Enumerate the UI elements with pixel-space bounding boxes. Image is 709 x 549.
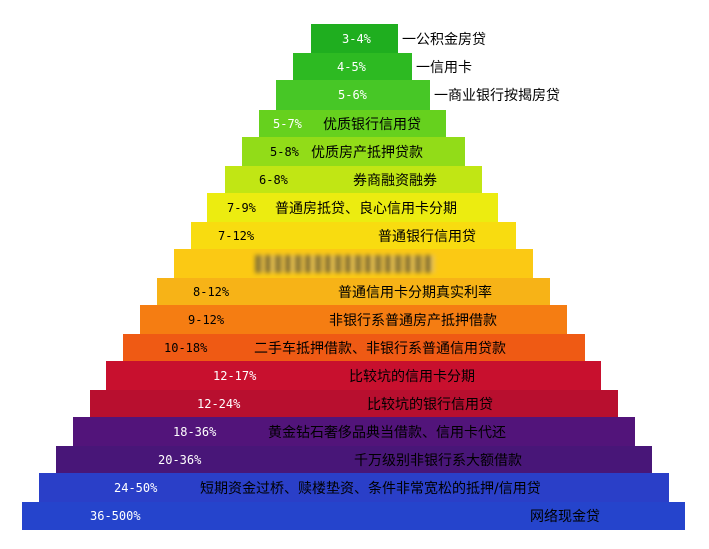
tier-rate: 5-8% [270, 145, 299, 159]
pyramid-tier: 18-36% 黄金钻石奢侈品典当借款、信用卡代还 [73, 417, 635, 447]
tier-rate: 4-5% [337, 60, 366, 74]
tier-rate: 8-12% [193, 285, 230, 299]
pyramid-tier: 20-36% 千万级别非银行系大额借款 [56, 446, 652, 474]
tier-label: 黄金钻石奢侈品典当借款、信用卡代还 [268, 425, 506, 441]
tier-rate: 36-500% [90, 509, 141, 523]
pyramid-tier: 4-5% [293, 53, 412, 81]
pyramid-tier: 10-18% 二手车抵押借款、非银行系普通信用贷款 [123, 334, 585, 362]
tier-label: 网络现金贷 [530, 509, 600, 525]
tier-label: 短期资金过桥、赎楼垫资、条件非常宽松的抵押/信用贷 [200, 481, 541, 497]
pyramid-tier: 3-4% [311, 24, 398, 54]
pyramid-tier: 5-7% 优质银行信用贷 [259, 110, 446, 138]
pyramid-tier: 7-9% 普通房抵贷、良心信用卡分期 [207, 193, 498, 223]
tier-rate: 20-36% [158, 453, 202, 467]
pyramid-tier: 6-8% 券商融资融券 [225, 166, 482, 194]
tier-label: 一信用卡 [416, 60, 472, 76]
pyramid-tier: 9-12% 非银行系普通房产抵押借款 [140, 305, 567, 335]
tier-rate: 10-18% [164, 341, 208, 355]
pyramid-tier: 7-12% 普通银行信用贷 [191, 222, 516, 250]
tier-rate: 7-9% [227, 201, 256, 215]
tier-rate: 5-6% [338, 88, 367, 102]
tier-rate: 12-24% [197, 397, 241, 411]
tier-rate: 18-36% [173, 425, 217, 439]
tier-label: 普通信用卡分期真实利率 [338, 285, 492, 301]
tier-label: 一公积金房贷 [402, 32, 486, 48]
pyramid-tier: 12-24% 比较坑的银行信用贷 [90, 390, 618, 418]
tier-rate: 7-12% [218, 229, 255, 243]
tier-label: 券商融资融券 [353, 173, 437, 189]
pyramid-tier: 8-12% 普通信用卡分期真实利率 [157, 278, 550, 306]
tier-rate: 9-12% [188, 313, 225, 327]
pyramid-tier: 12-17% 比较坑的信用卡分期 [106, 361, 601, 391]
tier-label: 优质房产抵押贷款 [311, 145, 423, 161]
blurred-label [255, 255, 435, 273]
tier-rate: 6-8% [259, 173, 288, 187]
tier-label: 普通银行信用贷 [378, 229, 476, 245]
tier-label: 优质银行信用贷 [323, 117, 421, 133]
tier-rate: 5-7% [273, 117, 302, 131]
tier-label: 比较坑的银行信用贷 [367, 397, 493, 413]
pyramid-tier: 5-6% [276, 80, 430, 110]
tier-label: 一商业银行按揭房贷 [434, 88, 560, 104]
pyramid-tier: 24-50% 短期资金过桥、赎楼垫资、条件非常宽松的抵押/信用贷 [39, 473, 669, 503]
pyramid-tier: 36-500% 网络现金贷 [22, 502, 685, 530]
tier-label: 千万级别非银行系大额借款 [354, 453, 522, 469]
tier-label: 二手车抵押借款、非银行系普通信用贷款 [254, 341, 506, 357]
tier-label: 非银行系普通房产抵押借款 [329, 313, 497, 329]
tier-rate: 24-50% [114, 481, 158, 495]
tier-rate: 12-17% [213, 369, 257, 383]
tier-label: 普通房抵贷、良心信用卡分期 [275, 201, 457, 217]
pyramid-tier: 5-8% 优质房产抵押贷款 [242, 137, 465, 167]
tier-rate: 3-4% [342, 32, 371, 46]
pyramid-tier [174, 249, 533, 279]
tier-label: 比较坑的信用卡分期 [349, 369, 475, 385]
